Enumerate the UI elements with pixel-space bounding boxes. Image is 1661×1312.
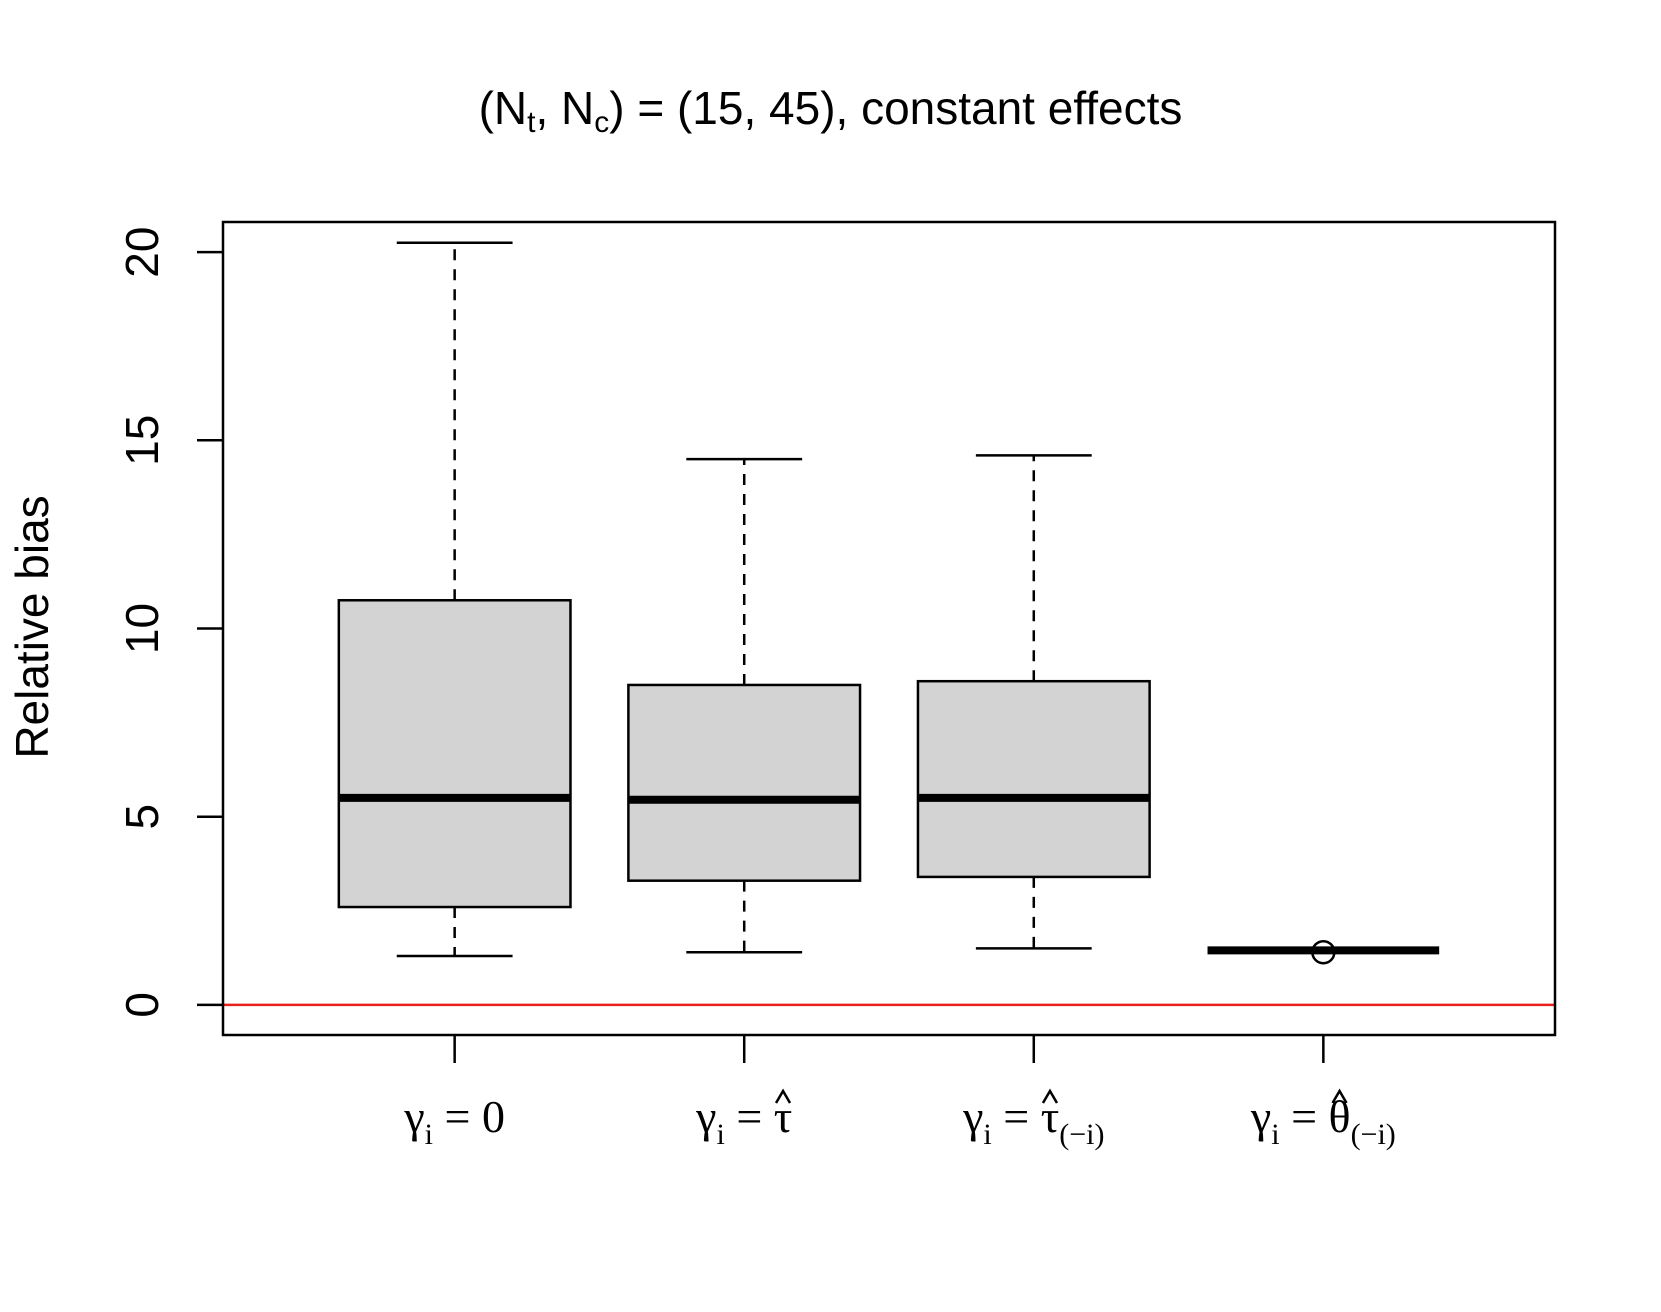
box-iqr (337, 599, 572, 909)
y-tick-label: 15 (116, 415, 168, 466)
box-iqr (627, 683, 862, 882)
y-tick-label: 0 (116, 992, 168, 1018)
chart-title: (Nt, Nc) = (15, 45), constant effects (478, 82, 1183, 139)
hat-accent (774, 1088, 792, 1104)
y-tick-label: 10 (116, 603, 168, 654)
hat-accent (1041, 1088, 1059, 1104)
x-tick-label: γi = 0 (403, 1091, 505, 1151)
x-tick-label: γi = θ(−i) (1250, 1091, 1396, 1151)
hat-accent (1331, 1088, 1348, 1104)
x-tick-label: γi = τ(−i) (962, 1091, 1104, 1151)
box-iqr (916, 679, 1151, 879)
y-tick-label: 20 (116, 227, 168, 278)
y-tick-label: 5 (116, 804, 168, 830)
outlier-point (1311, 939, 1336, 965)
x-tick-label: γi = τ (695, 1091, 792, 1151)
